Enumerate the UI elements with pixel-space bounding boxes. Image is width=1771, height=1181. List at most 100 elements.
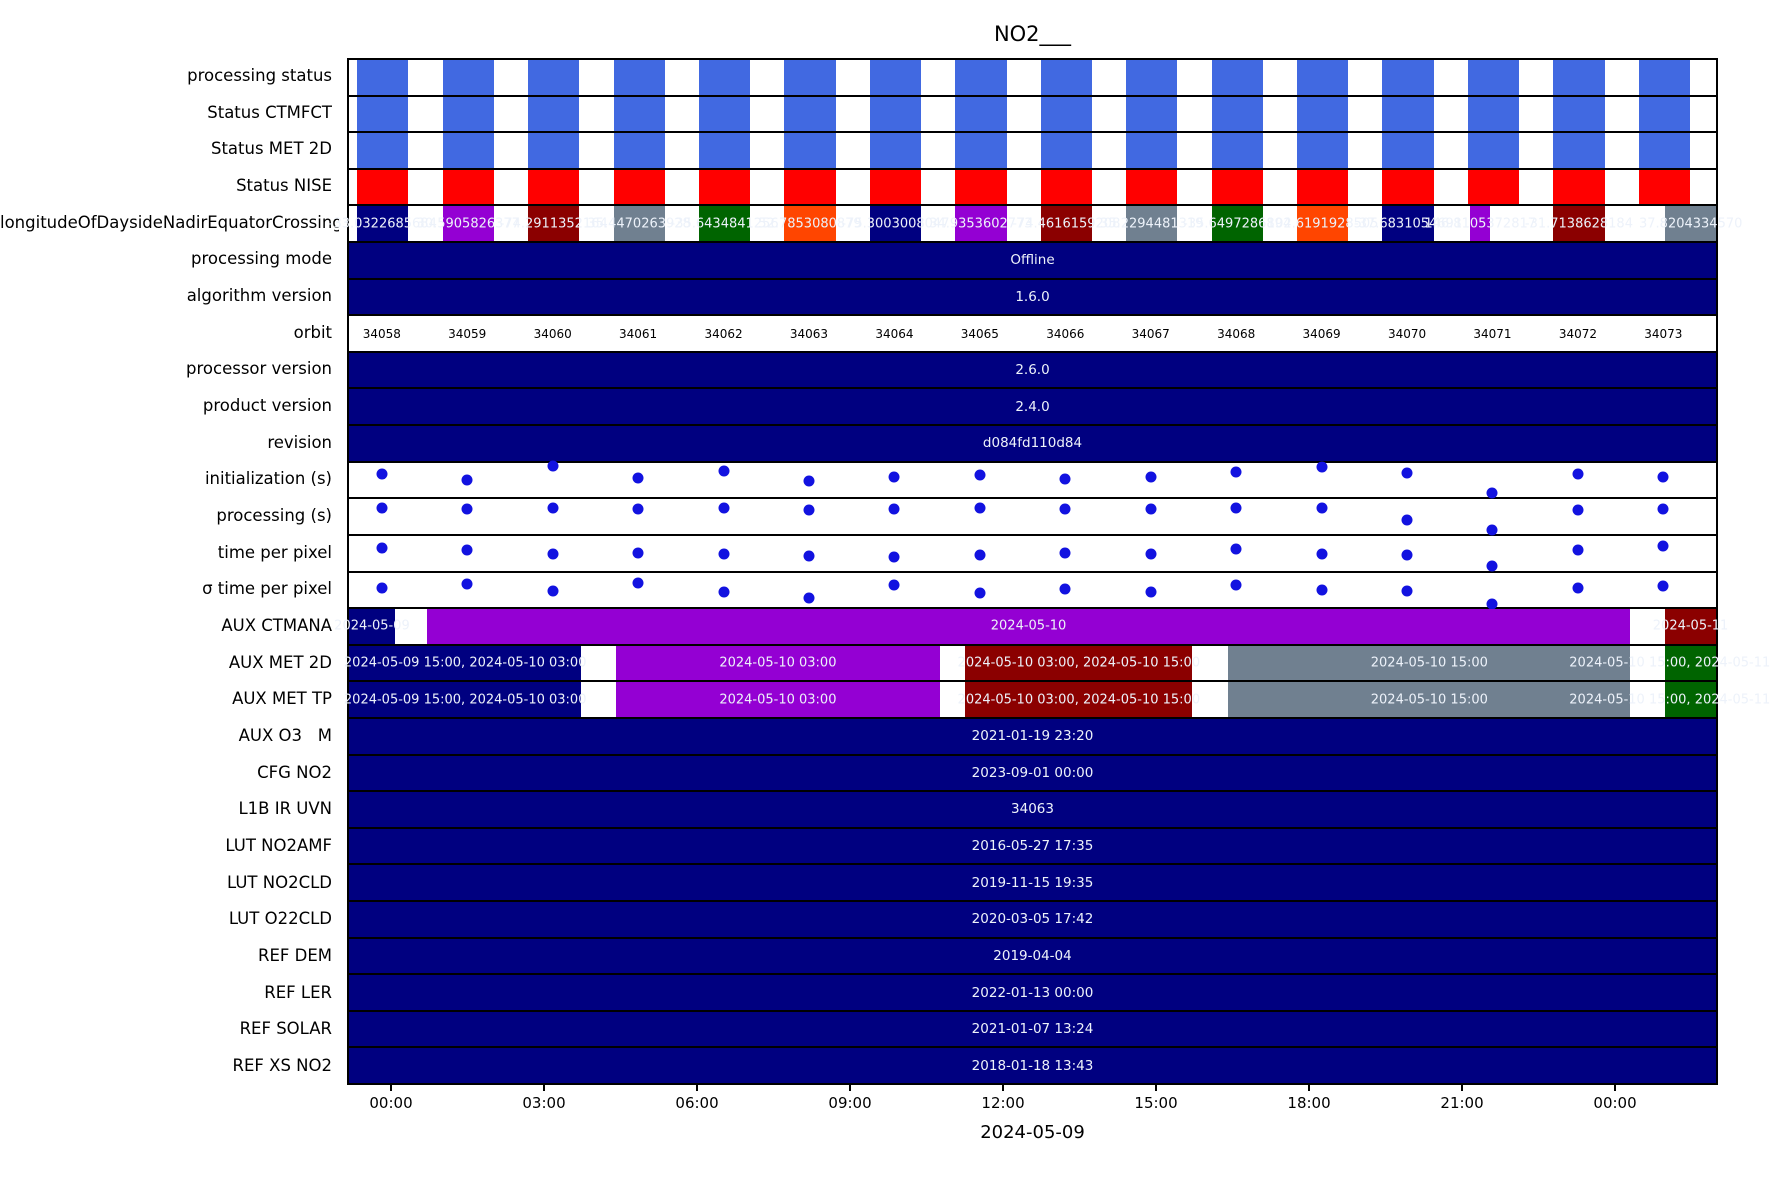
status-block bbox=[1553, 169, 1605, 205]
status-block bbox=[1553, 96, 1605, 132]
plot-area: -33.0322685684 30.5905826377 -74.291135216… bbox=[329, 58, 1771, 1085]
row-label-algorithm-version: algorithm version bbox=[186, 286, 332, 306]
row-value-l1b-ir-uvn: 34063 bbox=[1011, 801, 1054, 818]
status-block bbox=[528, 60, 580, 95]
longitude-value: -33.0322685684 bbox=[328, 216, 437, 232]
row-label-lut-o22cld: LUT O22CLD bbox=[228, 909, 332, 929]
status-block bbox=[357, 169, 409, 205]
orbit-number: 34061 bbox=[619, 326, 658, 341]
row-value-lut-o22cld: 2020-03-05 17:42 bbox=[971, 911, 1094, 928]
row-label-ref-ler: REF LER bbox=[264, 982, 332, 1002]
longitude-value: -35.6497286894 bbox=[1183, 216, 1292, 232]
row-processing-s bbox=[349, 499, 1716, 536]
data-dot bbox=[974, 502, 986, 514]
orbit-number: 34059 bbox=[448, 326, 487, 341]
row-value-product-version: 2.4.0 bbox=[1015, 398, 1050, 415]
x-axis-tick-label: 18:00 bbox=[1287, 1094, 1331, 1112]
longitude-value: -31.7138628184 bbox=[1524, 216, 1633, 232]
data-dot bbox=[1145, 548, 1157, 560]
row-status-nise bbox=[349, 169, 1716, 207]
data-dot bbox=[718, 586, 730, 598]
longitude-block: -74.4616159208 bbox=[1012, 206, 1120, 242]
row-value-ref-xs-no2: 2018-01-18 13:43 bbox=[971, 1057, 1094, 1074]
data-dot bbox=[1059, 473, 1071, 485]
data-dot bbox=[461, 474, 473, 486]
row-label-orbit: orbit bbox=[293, 322, 332, 342]
status-block bbox=[357, 133, 409, 168]
orbit-number: 34071 bbox=[1473, 326, 1512, 341]
data-dot bbox=[1230, 502, 1242, 514]
row-value-lut-no2cld: 2019-11-15 19:35 bbox=[971, 874, 1094, 891]
orbit-number: 34064 bbox=[875, 326, 914, 341]
status-block bbox=[698, 169, 751, 205]
status-block bbox=[869, 169, 922, 205]
x-axis-tick bbox=[1155, 1085, 1158, 1091]
x-axis-tick-label: 06:00 bbox=[675, 1094, 719, 1112]
aux-segment: 2024-05-10 15:00 bbox=[1228, 682, 1631, 717]
row-value-revision: d084fd110d84 bbox=[982, 435, 1083, 452]
longitude-value: -75.3003008047 bbox=[841, 216, 950, 232]
status-block bbox=[869, 133, 922, 168]
row-value-cfg-no2: 2023-09-01 00:00 bbox=[971, 764, 1094, 781]
status-block bbox=[1040, 169, 1092, 205]
status-block bbox=[1040, 60, 1092, 95]
data-dot bbox=[1145, 503, 1157, 515]
aux-segment-label: 2024-05-09 15:00, 2024-05-10 03:00 bbox=[343, 655, 587, 671]
aux-segment-label: 2024-05-09 bbox=[334, 618, 410, 634]
row-lut-o22cld: 2020-03-05 17:42 bbox=[349, 902, 1716, 939]
row-label-aux-o3-m: AUX O3 M bbox=[238, 726, 332, 746]
data-dot bbox=[888, 471, 900, 483]
x-axis-tick-label: 12:00 bbox=[981, 1094, 1025, 1112]
aux-segment-label: 2024-05-11 bbox=[1652, 618, 1729, 634]
data-dot bbox=[803, 475, 815, 487]
row-aux-met-2d: 2024-05-09 15:00, 2024-05-10 03:00 2024-0… bbox=[344, 645, 1771, 683]
aux-segment: 2024-05-09 bbox=[334, 609, 410, 644]
orbit-number: 34068 bbox=[1217, 326, 1256, 341]
data-dot bbox=[803, 550, 815, 562]
data-dot bbox=[376, 502, 388, 514]
status-block bbox=[1297, 96, 1349, 132]
aux-segment-label: 2024-05-10 15:00 bbox=[1370, 655, 1488, 671]
data-dot bbox=[1230, 543, 1242, 555]
row-label-longitudeofdaysidenadirequatorcrossing: longitudeOfDaysideNadirEquatorCrossing bbox=[0, 212, 339, 232]
aux-segment-label: 2024-05-10 03:00 bbox=[719, 692, 837, 708]
data-dot bbox=[974, 469, 986, 481]
row-cfg-no2: 2023-09-01 00:00 bbox=[349, 755, 1716, 793]
status-block bbox=[1553, 60, 1605, 95]
orbit-number: 34063 bbox=[789, 326, 829, 341]
x-axis-tick bbox=[1002, 1085, 1005, 1091]
status-block bbox=[1211, 169, 1263, 205]
row-processor-version: 2.6.0 bbox=[349, 352, 1716, 390]
x-axis-tick bbox=[1308, 1085, 1311, 1091]
data-dot bbox=[1401, 514, 1413, 526]
longitude-value: 30.5905826377 bbox=[416, 216, 520, 232]
row-lut-no2cld: 2019-11-15 19:35 bbox=[349, 865, 1716, 903]
row-processing-status bbox=[349, 60, 1716, 97]
orbit-number: 34072 bbox=[1558, 326, 1598, 341]
longitude-value: 35.4470263928 bbox=[587, 216, 691, 232]
x-axis-tick bbox=[849, 1085, 852, 1091]
data-dot bbox=[1657, 503, 1669, 515]
orbit-number: 34065 bbox=[960, 326, 999, 341]
data-dot bbox=[1401, 549, 1413, 561]
x-axis-tick bbox=[1614, 1085, 1617, 1091]
status-block bbox=[1638, 169, 1690, 205]
row-value-aux-o3-m: 2021-01-19 23:20 bbox=[971, 728, 1094, 745]
aux-segment: 2024-05-10 15:00, 2024-05-11 03:00 bbox=[1569, 682, 1771, 717]
status-block bbox=[1126, 169, 1178, 205]
status-block bbox=[869, 96, 922, 132]
data-dot bbox=[1059, 547, 1071, 559]
longitude-block: -31.7138628184 bbox=[1525, 206, 1633, 242]
longitude-block: -37.6831054691 bbox=[1354, 206, 1462, 242]
status-block bbox=[784, 96, 836, 132]
data-dot bbox=[1230, 579, 1242, 591]
status-block bbox=[1211, 133, 1263, 168]
row-label-l1b-ir-uvn: L1B IR UVN bbox=[238, 799, 332, 819]
data-dot bbox=[376, 542, 388, 554]
row-aux-ctmana: 2024-05-09 2024-05-10 2024-05-11 bbox=[334, 609, 1728, 646]
status-block bbox=[1126, 60, 1178, 95]
row-label-status-met-2d: Status MET 2D bbox=[210, 139, 332, 159]
x-axis-date-label: 2024-05-09 bbox=[980, 1122, 1085, 1143]
status-block bbox=[1211, 60, 1263, 95]
longitude-block: -35.6434841256 bbox=[671, 206, 779, 242]
